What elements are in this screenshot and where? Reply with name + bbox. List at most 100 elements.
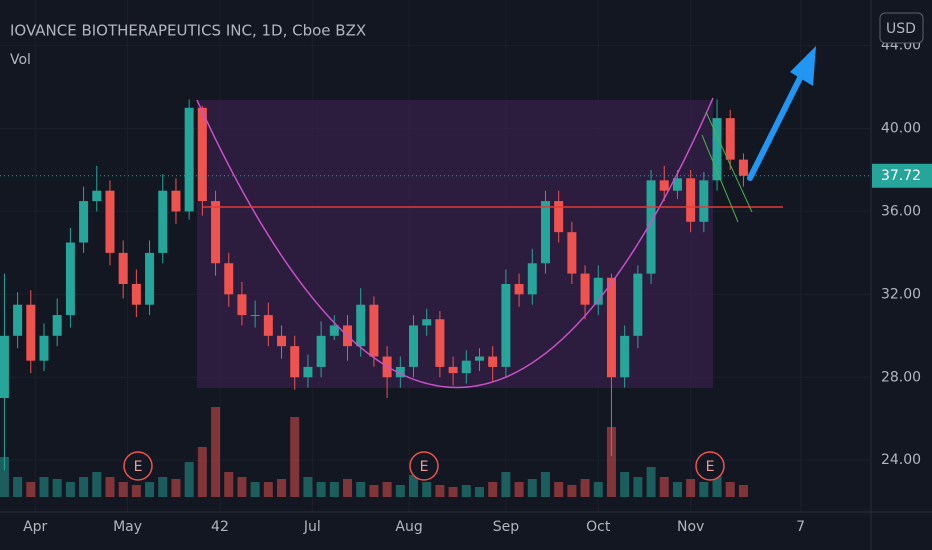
candle-body	[448, 366, 458, 374]
y-tick-label: 24.00	[881, 452, 921, 468]
arrow	[747, 46, 816, 181]
x-tick-label: Jul	[303, 519, 321, 535]
volume-bar	[79, 477, 89, 497]
candle-body	[118, 252, 128, 284]
volume-bar	[343, 479, 353, 497]
candle-body	[224, 263, 234, 295]
x-tick-label: Apr	[23, 519, 47, 535]
volume-bar	[672, 482, 682, 497]
y-tick-label: 40.00	[881, 121, 921, 137]
volume-bar	[303, 477, 313, 497]
x-tick-label: May	[113, 519, 142, 535]
candle-body	[250, 315, 260, 317]
volume-bar	[369, 485, 379, 497]
volume-bar	[145, 482, 155, 497]
volume-bar	[448, 487, 458, 497]
volume-bar	[224, 472, 234, 497]
candle-body	[79, 201, 89, 243]
volume-bar	[514, 482, 524, 497]
volume-bar	[488, 482, 498, 497]
y-tick-label: 28.00	[881, 369, 921, 385]
candle-body	[527, 263, 537, 295]
candle-body	[316, 335, 326, 367]
x-tick-label: Aug	[395, 519, 422, 535]
volume-bar	[184, 462, 194, 497]
candle-body	[461, 360, 471, 374]
volume-bar	[39, 477, 49, 497]
candle-body	[712, 118, 722, 181]
y-tick-label: 36.00	[881, 203, 921, 219]
volume-bar	[382, 482, 392, 497]
volume-bar	[527, 479, 537, 497]
volume-bar	[738, 485, 748, 497]
volume-bar	[461, 485, 471, 497]
candle-body	[699, 180, 709, 222]
candle-body	[145, 252, 155, 305]
volume-bar	[92, 472, 102, 497]
candle-body	[514, 283, 524, 295]
candle-body	[329, 325, 339, 336]
currency-button[interactable]: USD	[879, 12, 924, 44]
volume-bar	[593, 482, 603, 497]
x-tick-label: 7	[796, 519, 805, 535]
volume-bar	[422, 482, 432, 497]
candle-body	[725, 118, 735, 160]
volume-bar	[606, 427, 616, 497]
wedge-line	[701, 134, 739, 223]
volume-bar	[211, 407, 221, 497]
earnings-marker	[695, 451, 725, 481]
volume-bar	[237, 477, 247, 497]
volume-bar	[435, 485, 445, 497]
candle-body	[356, 304, 366, 347]
x-tick-label: Sep	[493, 519, 520, 535]
candle-body	[672, 178, 682, 191]
last-price-label: 37.72	[881, 168, 921, 184]
x-tick-label: Oct	[586, 519, 611, 535]
volume-bar	[26, 482, 36, 497]
volume-bar	[356, 482, 366, 497]
volume-bar	[316, 482, 326, 497]
volume-bar	[540, 472, 550, 497]
candle-body	[131, 283, 141, 305]
volume-bar	[263, 482, 273, 497]
volume-bar	[290, 417, 300, 497]
currency-label[interactable]: USD	[886, 21, 916, 37]
volume-bar	[277, 479, 287, 497]
candle-body	[197, 107, 207, 202]
candle-body	[52, 315, 62, 336]
candle-body	[474, 356, 484, 361]
candle-body	[606, 277, 616, 378]
volume-bar	[65, 482, 75, 497]
volume-bar	[554, 482, 564, 497]
volume-bar	[686, 479, 696, 497]
candle-body	[211, 201, 221, 264]
volume-bar	[633, 477, 643, 497]
volume-bar	[580, 479, 590, 497]
volume-bar	[329, 482, 339, 497]
candle-body	[646, 180, 656, 274]
x-tick-label: 42	[211, 519, 229, 535]
candle-body	[593, 277, 603, 305]
candle-body	[488, 356, 498, 367]
earnings-label: E	[134, 459, 143, 475]
candle-body	[567, 232, 577, 274]
x-tick-label: Nov	[677, 519, 704, 535]
candle-body	[290, 346, 300, 378]
candle-body	[738, 159, 748, 176]
currency-button-box[interactable]	[879, 12, 924, 44]
candles	[0, 99, 748, 471]
candle-body	[92, 190, 102, 202]
candle-body	[554, 201, 564, 233]
candle-body	[237, 294, 247, 316]
volume-bar	[395, 485, 405, 497]
volume-bar	[105, 477, 115, 497]
volume-bar	[158, 477, 168, 497]
volume-bar	[725, 482, 735, 497]
volume-pane	[0, 407, 748, 497]
candle-body	[501, 283, 511, 367]
volume-bar	[712, 472, 722, 497]
candle-body	[395, 366, 405, 378]
candle-body	[540, 201, 550, 264]
